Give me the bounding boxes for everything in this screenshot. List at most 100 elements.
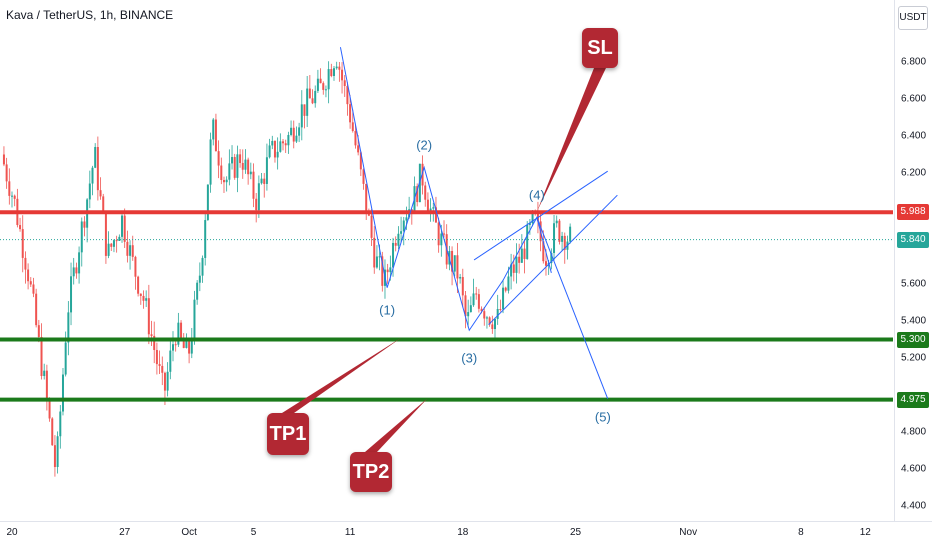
candle-body bbox=[499, 308, 502, 310]
candle-body bbox=[365, 183, 368, 214]
price-axis[interactable] bbox=[894, 0, 932, 521]
candle-body bbox=[335, 66, 338, 69]
candle-body bbox=[322, 83, 325, 90]
candle-body bbox=[298, 127, 301, 136]
candle-body bbox=[67, 312, 70, 343]
candle-body bbox=[362, 169, 365, 184]
candle-body bbox=[488, 317, 491, 325]
candle-body bbox=[480, 308, 483, 312]
candle-body bbox=[528, 223, 531, 225]
candle-body bbox=[185, 340, 188, 348]
candle-body bbox=[426, 199, 429, 212]
candle-body bbox=[351, 122, 354, 132]
time-tick-label: 18 bbox=[457, 527, 469, 538]
candle-body bbox=[327, 69, 330, 90]
candle-body bbox=[443, 233, 446, 235]
candle-body bbox=[469, 305, 472, 313]
candle-body bbox=[308, 88, 311, 99]
candle-body bbox=[107, 243, 110, 256]
candle-body bbox=[257, 183, 260, 211]
candle-body bbox=[247, 159, 250, 175]
candle-body bbox=[142, 295, 145, 301]
candle-body bbox=[21, 229, 24, 258]
candle-body bbox=[300, 104, 303, 128]
callout-pointer-tp2 bbox=[365, 398, 428, 452]
candle-body bbox=[11, 195, 13, 197]
candle-body bbox=[222, 180, 225, 183]
candle-body bbox=[311, 98, 314, 104]
candle-body bbox=[244, 159, 247, 170]
candle-body bbox=[282, 141, 285, 144]
candle-body bbox=[319, 78, 322, 84]
candle-body bbox=[432, 207, 435, 209]
candle-body bbox=[78, 252, 81, 274]
candle-body bbox=[233, 157, 236, 178]
candle-body bbox=[231, 157, 234, 164]
candle-body bbox=[349, 104, 352, 123]
candle-body bbox=[193, 299, 196, 339]
candle-body bbox=[569, 226, 572, 242]
candle-body bbox=[172, 344, 174, 351]
time-tick-label: Nov bbox=[679, 527, 698, 538]
candle-body bbox=[91, 167, 94, 184]
candle-body bbox=[190, 338, 193, 354]
candle-body bbox=[370, 215, 373, 238]
candle-body bbox=[284, 143, 287, 146]
candle-body bbox=[451, 250, 454, 272]
wave-label: (4) bbox=[528, 187, 545, 203]
time-tick-label: 8 bbox=[798, 527, 804, 538]
candle-body bbox=[544, 261, 547, 266]
candle-body bbox=[397, 233, 400, 246]
price-tick-label: 6.800 bbox=[901, 56, 927, 68]
candle-body bbox=[72, 267, 75, 277]
candle-body bbox=[502, 287, 505, 310]
candle-body bbox=[212, 119, 215, 140]
candle-body bbox=[367, 213, 370, 216]
candle-body bbox=[464, 295, 467, 317]
candle-body bbox=[252, 171, 255, 199]
candle-body bbox=[268, 145, 271, 158]
price-badge-sl: 5.988 bbox=[897, 204, 929, 221]
price-tick-label: 4.400 bbox=[901, 500, 927, 512]
candle-body bbox=[306, 88, 309, 116]
candle-body bbox=[491, 324, 494, 330]
candle-body bbox=[553, 223, 556, 253]
candle-body bbox=[121, 215, 124, 237]
candle-body bbox=[45, 370, 48, 400]
candle-body bbox=[83, 221, 86, 228]
callout-pointer-sl bbox=[536, 68, 606, 212]
candle-body bbox=[515, 256, 518, 273]
candle-body bbox=[217, 151, 220, 166]
candle-body bbox=[225, 179, 228, 183]
candle-body bbox=[29, 281, 32, 285]
callout-tp1: TP1 bbox=[267, 413, 309, 455]
candle-body bbox=[166, 371, 169, 391]
candle-body bbox=[354, 131, 357, 146]
currency-label[interactable]: USDT bbox=[898, 6, 928, 30]
callout-pointer-tp1 bbox=[282, 337, 402, 413]
candle-body bbox=[496, 308, 499, 319]
candle-body bbox=[510, 264, 513, 277]
time-axis[interactable] bbox=[0, 521, 932, 551]
candle-body bbox=[303, 104, 306, 116]
candle-body bbox=[467, 312, 470, 317]
price-tick-label: 5.200 bbox=[901, 352, 927, 364]
wave-label: (1) bbox=[379, 302, 396, 318]
candle-body bbox=[273, 140, 276, 158]
candle-body bbox=[112, 240, 115, 247]
time-tick-label: 5 bbox=[250, 527, 257, 538]
candle-body bbox=[459, 277, 462, 279]
candle-body bbox=[475, 293, 478, 295]
candle-body bbox=[292, 127, 295, 142]
candle-body bbox=[255, 198, 258, 211]
price-tick-label: 6.400 bbox=[901, 130, 927, 142]
candle-body bbox=[526, 224, 529, 259]
candle-body bbox=[123, 215, 126, 242]
price-badge-tp2: 4.975 bbox=[897, 391, 929, 408]
candle-body bbox=[434, 207, 437, 223]
candle-body bbox=[333, 68, 335, 77]
time-tick-label: 27 bbox=[119, 527, 131, 538]
wave-label: (3) bbox=[461, 350, 478, 366]
candle-body bbox=[115, 240, 118, 242]
